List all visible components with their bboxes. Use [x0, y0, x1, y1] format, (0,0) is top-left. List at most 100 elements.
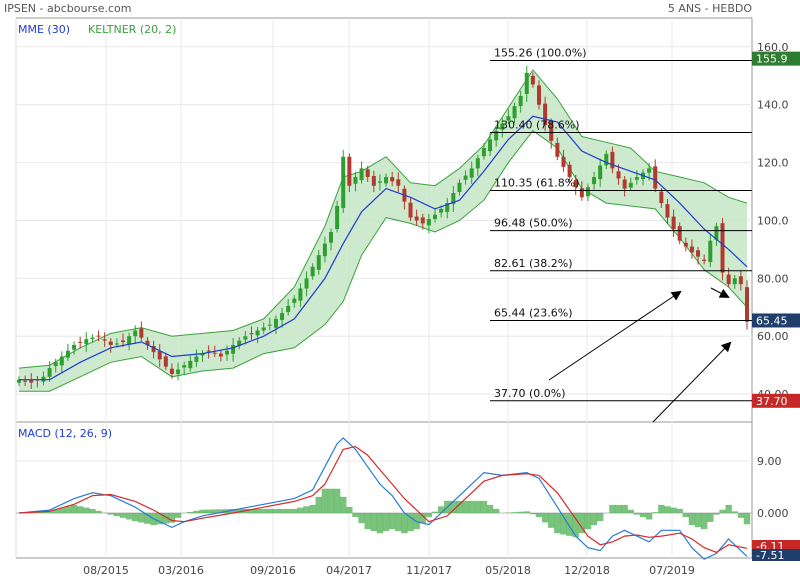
candle	[494, 127, 499, 147]
candle	[543, 96, 548, 132]
candle-body	[206, 350, 211, 352]
histogram-bar	[474, 500, 482, 513]
legend-macd: MACD (12, 26, 9)	[18, 427, 112, 440]
candle	[47, 361, 52, 382]
candle-body	[176, 369, 181, 374]
candle-body	[371, 176, 376, 186]
histogram-bar	[694, 513, 702, 528]
histogram-bar	[315, 496, 322, 513]
candle	[451, 186, 456, 212]
candle-body	[90, 337, 95, 340]
candle	[469, 161, 474, 184]
histogram-bar	[83, 507, 90, 513]
candle	[145, 337, 150, 350]
histogram-bar	[346, 506, 353, 513]
price-tag-box	[752, 313, 800, 328]
histogram-bar	[511, 512, 518, 513]
histogram-bar	[236, 508, 243, 513]
candle-body	[592, 177, 597, 185]
candle-body	[390, 177, 395, 182]
histogram-bar	[725, 504, 732, 513]
candle	[182, 361, 187, 376]
histogram-bar	[187, 511, 194, 513]
candle	[573, 174, 578, 195]
candle	[53, 358, 58, 373]
fib-level-label: 37.70 (0.0%)	[494, 387, 566, 400]
candle	[169, 363, 174, 379]
x-tick-label: 08/2015	[83, 564, 129, 577]
histogram-bar	[248, 508, 255, 513]
candle	[610, 146, 615, 174]
candle-body	[292, 298, 297, 303]
candle	[659, 188, 664, 209]
candle-body	[200, 353, 205, 356]
candle	[420, 213, 425, 230]
histogram-bar	[529, 513, 537, 515]
candle	[512, 102, 517, 124]
macd-line	[18, 437, 748, 560]
candle-body	[145, 340, 150, 345]
histogram-bar	[76, 506, 84, 513]
candle	[108, 338, 113, 353]
candle	[579, 181, 584, 201]
histogram-bar	[113, 513, 121, 517]
histogram-bar	[560, 513, 567, 535]
candle	[78, 336, 83, 349]
candle-body	[182, 365, 187, 368]
candle-body	[512, 106, 517, 119]
histogram-bar	[266, 508, 274, 513]
candle	[163, 352, 168, 371]
histogram-bar	[688, 513, 696, 526]
candle-body	[420, 217, 425, 224]
histogram-bar	[168, 513, 176, 523]
candle-body	[585, 187, 590, 197]
candle-body	[598, 165, 603, 180]
candle-body	[194, 356, 199, 362]
histogram-bar	[676, 508, 683, 513]
x-tick-label: 05/2018	[485, 564, 531, 577]
histogram-bar	[658, 504, 665, 513]
x-tick-label: 11/2017	[406, 564, 452, 577]
candle-body	[139, 328, 144, 338]
candle-body	[714, 226, 719, 240]
candle-body	[488, 139, 493, 152]
histogram-bar	[46, 511, 53, 513]
candle-body	[433, 214, 437, 220]
candle	[677, 222, 682, 245]
candle-body	[59, 356, 64, 366]
candle-body	[127, 336, 132, 345]
candle	[537, 80, 541, 110]
price-tag-box	[752, 51, 800, 66]
candle	[292, 295, 297, 308]
candle-body	[475, 158, 480, 169]
candle-body	[659, 191, 664, 204]
fib-level-label: 155.26 (100.0%)	[494, 47, 587, 60]
fib-levels: 155.26 (100.0%) 130.40 (78.6%) 110.35 (61.…	[490, 47, 752, 402]
candle-body	[463, 175, 468, 180]
x-tick-label: 04/2017	[326, 564, 372, 577]
candle-body	[17, 379, 21, 383]
legend-keltner: KELTNER (20, 2)	[88, 23, 176, 36]
candle	[59, 351, 64, 374]
histogram-bar	[205, 509, 212, 513]
candle-body	[451, 192, 456, 205]
candle-body	[286, 305, 291, 313]
candle-body	[322, 243, 327, 257]
candle-body	[561, 156, 566, 167]
histogram-bar	[278, 508, 286, 513]
x-tick-label: 07/2019	[649, 564, 695, 577]
candle-body	[304, 278, 309, 289]
keltner-lower-line	[19, 130, 748, 392]
histogram-bar	[566, 513, 573, 536]
candle-body	[47, 368, 52, 377]
candle	[488, 132, 493, 157]
histogram-bar	[132, 513, 139, 522]
macd-value-tag-label: -7.51	[756, 549, 784, 562]
price-tag-box	[752, 393, 800, 408]
price-tag: 37.70	[752, 393, 800, 408]
candle	[225, 345, 229, 361]
histogram-bar	[254, 508, 261, 513]
candle	[384, 173, 389, 187]
candle	[273, 315, 278, 335]
histogram-bar	[578, 513, 586, 534]
